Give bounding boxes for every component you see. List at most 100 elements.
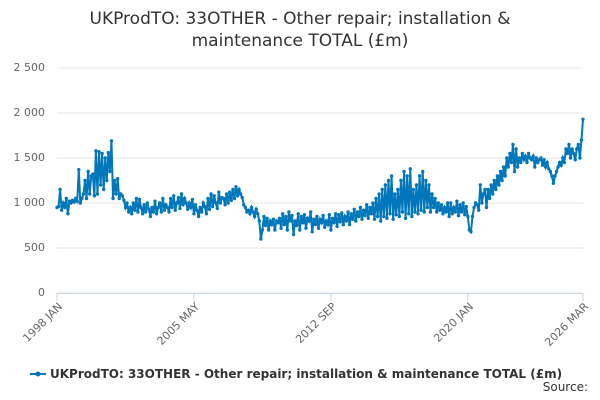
- point: [363, 213, 367, 218]
- y-tick-label: 1 000: [14, 196, 46, 209]
- point: [254, 207, 258, 211]
- point: [399, 178, 403, 183]
- point: [329, 228, 333, 232]
- point: [559, 163, 563, 167]
- point: [427, 183, 431, 187]
- point: [371, 201, 375, 205]
- point: [108, 169, 112, 174]
- point: [186, 207, 190, 211]
- point: [407, 212, 411, 216]
- point: [492, 178, 496, 183]
- point: [333, 212, 338, 216]
- point: [301, 221, 305, 225]
- point: [435, 210, 439, 214]
- point: [388, 212, 392, 216]
- point: [92, 194, 97, 198]
- point: [195, 208, 199, 212]
- point: [526, 151, 531, 156]
- point: [548, 169, 553, 174]
- point: [238, 192, 243, 196]
- point: [172, 194, 176, 198]
- point: [347, 222, 352, 227]
- point: [285, 228, 290, 232]
- point: [86, 169, 90, 174]
- point: [545, 160, 549, 165]
- point: [439, 203, 444, 207]
- point: [344, 219, 349, 223]
- point: [533, 165, 537, 169]
- point: [235, 194, 240, 198]
- point: [231, 187, 235, 192]
- point: [115, 177, 120, 181]
- y-tick-label: 0: [38, 286, 45, 299]
- point: [308, 210, 313, 214]
- point: [273, 228, 277, 232]
- point: [551, 181, 556, 185]
- point: [215, 206, 219, 211]
- point: [83, 178, 87, 183]
- point: [161, 196, 165, 201]
- point: [421, 169, 425, 174]
- point: [256, 212, 260, 216]
- point: [326, 222, 330, 227]
- point: [80, 196, 84, 201]
- point: [571, 151, 576, 156]
- point: [442, 205, 447, 210]
- point: [413, 210, 417, 214]
- point: [368, 205, 372, 210]
- point: [73, 196, 78, 201]
- point: [416, 212, 420, 216]
- point: [126, 210, 131, 214]
- point: [101, 187, 106, 192]
- point: [419, 208, 423, 212]
- point: [159, 210, 163, 214]
- point: [87, 192, 92, 196]
- point: [296, 212, 300, 216]
- point: [221, 196, 226, 201]
- point: [573, 158, 577, 162]
- point: [190, 197, 195, 202]
- point: [506, 165, 511, 169]
- x-tick-label: 2020 JAN: [431, 300, 476, 345]
- point: [59, 208, 64, 212]
- point: [69, 201, 73, 205]
- point: [579, 138, 584, 142]
- point: [472, 205, 476, 210]
- point: [310, 230, 314, 234]
- point: [568, 156, 573, 160]
- point: [140, 212, 145, 216]
- point: [125, 201, 129, 205]
- point: [147, 207, 151, 211]
- point: [349, 212, 353, 216]
- point: [226, 201, 230, 205]
- point: [433, 196, 437, 201]
- point: [56, 204, 61, 209]
- point: [234, 185, 238, 189]
- point: [517, 156, 521, 160]
- point: [511, 142, 515, 147]
- y-tick-label: 1 500: [14, 151, 46, 164]
- point: [131, 201, 135, 205]
- point: [204, 212, 209, 216]
- point: [405, 174, 409, 178]
- point: [196, 214, 201, 219]
- point: [386, 178, 391, 183]
- point: [403, 216, 408, 220]
- point: [298, 228, 302, 232]
- point: [408, 167, 412, 171]
- point: [456, 213, 461, 218]
- point: [284, 214, 288, 219]
- point: [156, 205, 160, 210]
- point: [133, 208, 137, 212]
- point: [438, 208, 442, 212]
- point: [214, 201, 218, 205]
- point: [248, 212, 252, 216]
- point: [168, 196, 173, 201]
- point: [200, 210, 204, 214]
- point: [461, 201, 465, 205]
- y-tick-label: 2 000: [14, 106, 46, 119]
- chart-title: UKProdTO: 33OTHER - Other repair; instal…: [90, 9, 511, 29]
- point: [318, 217, 322, 221]
- point: [217, 190, 221, 194]
- point: [332, 221, 336, 225]
